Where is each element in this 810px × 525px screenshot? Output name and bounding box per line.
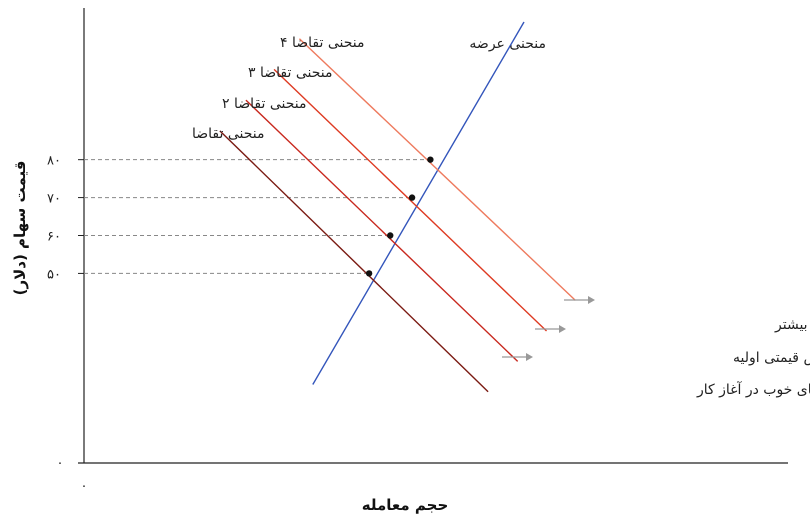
y-tick-label-80: ۸۰ [47,154,61,169]
shift-arrow-head-3 [588,296,595,304]
annotations: خبرهای خوب در آغاز کار پاسخ به افزایش قیم… [696,317,810,398]
x-axis-title: حجم معامله [362,496,449,514]
y-origin-label: ۰ [57,456,64,471]
equilibrium-dot-3 [408,194,416,201]
annotation-3: پاسخ به افزایش قیمت بیشتر [774,317,810,333]
demand-curve-label-3: منحنی تقاضا ۳ [248,65,332,81]
y-tick-label-60: ۶۰ [47,230,61,245]
demand-curve-2 [245,99,519,362]
annotation-2: پاسخ به افزایش قیمتی اولیه [733,350,810,366]
equilibrium-points [365,156,434,277]
equilibrium-dot-1 [365,270,373,277]
demand-curve-1 [219,130,489,393]
y-tick-label-70: ۷۰ [47,192,61,207]
demand-curve-label-2: منحنی تقاضا ۲ [222,96,306,112]
y-tick-label-50: ۵۰ [47,267,61,282]
y-axis-title: قیمت سهام (دلار) [11,161,29,296]
shift-arrow-head-1 [526,353,533,361]
curve-labels: منحنی عرضه منحنی تقاضا منحنی تقاضا ۲ منحنی … [192,35,546,142]
demand-curve-4 [298,38,576,301]
y-tick-labels: ۵۰ ۶۰ ۷۰ ۸۰ [47,154,61,283]
demand-curve-label-4: منحنی تقاضا ۴ [280,35,364,51]
shift-arrow-head-2 [559,325,566,333]
annotation-1: خبرهای خوب در آغاز کار [696,381,810,398]
x-origin-label: ۰ [81,479,88,494]
demand-curve-label-1: منحنی تقاضا [192,126,265,142]
shift-arrows [502,296,595,361]
supply-curve [312,21,525,385]
supply-curve-label: منحنی عرضه [469,36,546,52]
equilibrium-dot-2 [387,232,394,239]
equilibrium-dot-4 [427,156,434,163]
dashed-guides [78,159,431,274]
